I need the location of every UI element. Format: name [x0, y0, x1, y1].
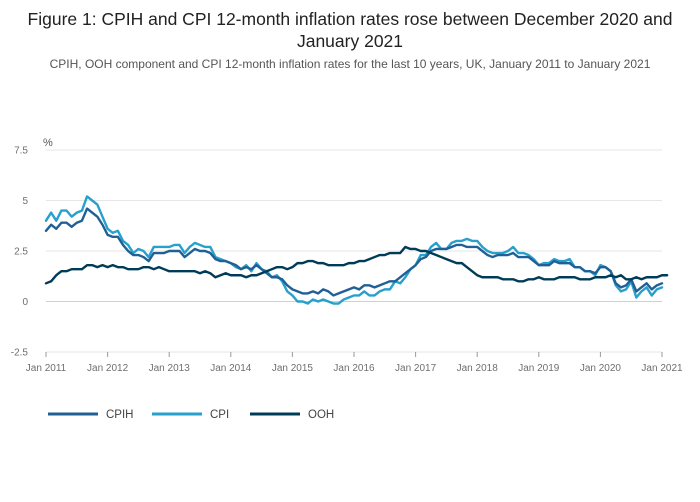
legend-label: OOH	[308, 409, 334, 421]
x-tick-label: Jan 2021	[641, 363, 683, 374]
x-tick-label: Jan 2011	[26, 363, 67, 374]
y-axis-unit: %	[43, 137, 53, 149]
x-axis: Jan 2011 Jan 2012 Jan 2013 Jan 2014 Jan 2015…	[26, 352, 683, 374]
x-tick-label: Jan 2017	[395, 363, 437, 374]
x-tick-label: Jan 2016	[333, 363, 375, 374]
legend-item-ooh: OOH	[250, 409, 334, 421]
legend-item-cpi: CPI	[152, 409, 229, 421]
series-line-cpih	[44, 207, 664, 297]
x-tick-label: Jan 2014	[210, 363, 252, 374]
legend-item-cpih: CPIH	[48, 409, 133, 421]
y-tick-label: 0	[22, 297, 28, 308]
legend: CPIH CPI OOH	[48, 409, 334, 421]
y-tick-label: 5	[22, 196, 28, 207]
x-tick-label: Jan 2019	[518, 363, 560, 374]
chart-subtitle: CPIH, OOH component and CPI 12-month inf…	[49, 57, 651, 71]
y-axis: -2.5 0 2.5 5 7.5	[11, 146, 29, 359]
legend-label: CPI	[210, 409, 229, 421]
series-line-ooh	[44, 245, 669, 285]
x-tick-label: Jan 2020	[580, 363, 622, 374]
chart-title: Figure 1: CPIH and CPI 12-month inflatio…	[27, 9, 673, 51]
x-tick-label: Jan 2013	[149, 363, 191, 374]
legend-label: CPIH	[106, 409, 133, 421]
gridlines	[46, 149, 662, 353]
y-tick-label: -2.5	[11, 348, 29, 359]
x-tick-label: Jan 2015	[272, 363, 314, 374]
series-line-cpi	[44, 195, 664, 305]
y-tick-label: 7.5	[14, 146, 28, 157]
y-tick-label: 2.5	[14, 247, 28, 258]
x-tick-label: Jan 2012	[87, 363, 129, 374]
series-lines	[44, 195, 669, 305]
x-tick-label: Jan 2018	[457, 363, 499, 374]
